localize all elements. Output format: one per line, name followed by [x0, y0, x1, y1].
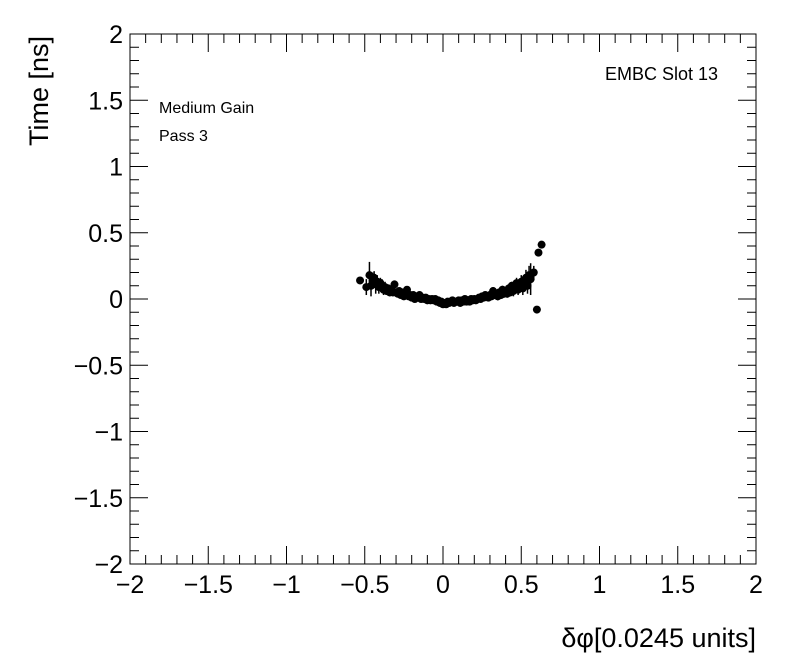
data-point — [534, 248, 543, 257]
y-tick-label: −0.5 — [74, 352, 123, 380]
y-axis-title: Time [ns] — [24, 36, 54, 146]
x-axis-title: δφ[0.0245 units] — [561, 623, 756, 653]
y-tick-label: 1 — [109, 154, 123, 182]
x-tick-label: 0.5 — [504, 571, 539, 599]
data-points — [356, 240, 546, 314]
x-tick-label: 1.5 — [660, 571, 695, 599]
data-point — [390, 280, 399, 289]
x-tick-label: −2 — [116, 571, 145, 599]
data-point — [529, 268, 538, 277]
x-tick-label: 0 — [436, 571, 450, 599]
axis-ticks — [129, 33, 757, 565]
y-tick-labels: −2 −1.5 −1 −0.5 0 0.5 1 1.5 2 — [74, 21, 123, 579]
y-tick-label: −1.5 — [74, 485, 123, 513]
x-tick-label: 2 — [749, 571, 763, 599]
data-point — [532, 305, 541, 314]
x-tick-label: −1.5 — [184, 571, 233, 599]
y-tick-label: −1 — [94, 419, 123, 447]
x-tick-label: 1 — [593, 571, 607, 599]
pass-annotation: Pass 3 — [159, 128, 208, 145]
y-tick-label: 2 — [109, 21, 123, 49]
y-tick-label: 1.5 — [88, 87, 123, 115]
x-tick-label: −1 — [272, 571, 301, 599]
slot-annotation: EMBC Slot 13 — [605, 64, 718, 84]
y-tick-label: 0.5 — [88, 220, 123, 248]
data-point — [537, 240, 546, 249]
x-tick-labels: −2 −1.5 −1 −0.5 0 0.5 1 1.5 2 — [116, 571, 763, 599]
x-tick-label: −0.5 — [340, 571, 389, 599]
data-point — [526, 275, 535, 284]
y-tick-label: 0 — [109, 286, 123, 314]
y-tick-label: −2 — [94, 551, 123, 579]
data-point — [356, 276, 365, 285]
gain-annotation: Medium Gain — [159, 100, 254, 117]
